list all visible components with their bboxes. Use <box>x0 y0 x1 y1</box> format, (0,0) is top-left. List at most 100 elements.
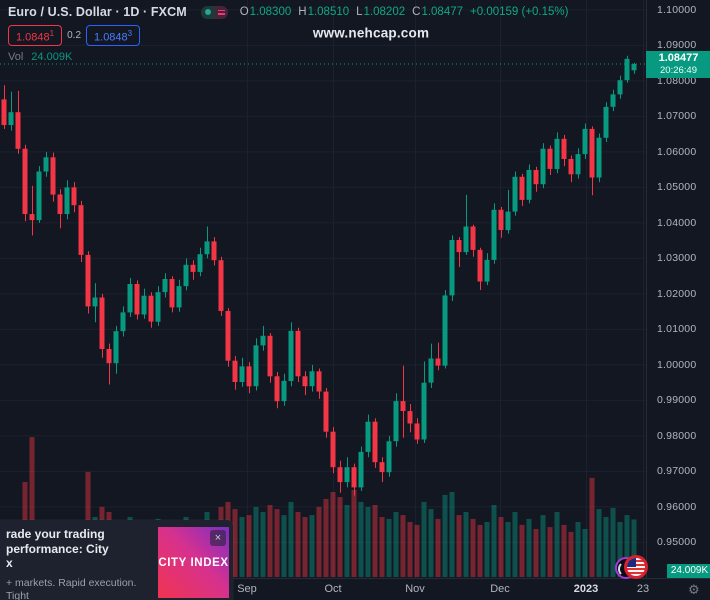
candle-body <box>253 345 259 387</box>
candle-body <box>435 358 441 366</box>
volume-bar <box>624 515 630 577</box>
volume-bar <box>589 477 595 577</box>
volume-bar <box>379 517 385 577</box>
price-axis-label: 1.07000 <box>657 110 697 123</box>
candle-body <box>610 94 616 107</box>
symbol-title[interactable]: Euro / U.S. Dollar · 1D · FXCM <box>8 5 187 19</box>
candle-body <box>484 259 490 282</box>
ad-logo[interactable]: CITY INDEX × <box>158 527 229 598</box>
ad-body: + markets. Rapid execution. Tight ads. I… <box>6 576 137 600</box>
volume-bar <box>274 509 280 577</box>
candle-body <box>36 171 42 221</box>
volume-bar <box>449 492 455 577</box>
volume-bar <box>484 522 490 577</box>
candle-body <box>575 154 581 175</box>
volume-bar <box>617 522 623 577</box>
volume-bar <box>316 506 322 577</box>
candle-body <box>624 58 630 81</box>
volume-bar <box>393 512 399 577</box>
volume-bar <box>582 529 588 577</box>
candle-body <box>99 297 105 349</box>
volume-bar <box>463 512 469 577</box>
candle-body <box>141 295 147 315</box>
price-axis[interactable]: 1.08477 20:26:49 24.009K 1.10000 1.09000 1… <box>646 0 710 578</box>
volume-bar <box>456 515 462 577</box>
ad-logo-text: CITY INDEX <box>158 556 229 569</box>
candle-body <box>155 292 161 322</box>
candle-body <box>498 209 504 230</box>
gear-icon[interactable]: ⚙ <box>688 582 700 597</box>
volume-bar <box>428 509 434 577</box>
candle-body <box>386 441 392 473</box>
candle-body <box>113 331 119 364</box>
candle-body <box>372 421 378 463</box>
volume-badge: 24.009K <box>667 564 710 578</box>
sell-price-button[interactable]: 1.08481 <box>8 24 63 47</box>
volume-bar <box>386 518 392 577</box>
price-axis-label: 1.01000 <box>657 323 697 336</box>
candle-body <box>162 279 168 293</box>
price-axis-label: 0.95000 <box>657 536 697 549</box>
price-axis-label: 1.00000 <box>657 358 697 371</box>
volume-bar <box>561 524 567 577</box>
candle-body <box>169 279 175 308</box>
us-flag-icon <box>624 555 648 579</box>
candle-body <box>120 312 126 332</box>
candle-body <box>316 371 322 392</box>
candle-body <box>239 366 245 382</box>
volume-bar <box>414 524 420 577</box>
volume-bar <box>246 515 252 577</box>
candle-body <box>22 148 28 214</box>
candle-body <box>582 128 588 155</box>
volume-bar <box>365 506 371 577</box>
volume-bar <box>421 501 427 577</box>
volume-bar <box>491 505 497 577</box>
volume-bar <box>351 489 357 577</box>
candle-body <box>127 284 133 313</box>
time-axis-label: 2023 <box>573 583 599 595</box>
eye-dot-icon <box>200 5 215 19</box>
legend-visibility-toggle[interactable] <box>200 5 228 19</box>
ad-text[interactable]: rade your trading performance: City x + … <box>6 527 152 600</box>
volume-bar <box>239 517 245 577</box>
candle-body <box>589 128 595 178</box>
candle-body <box>421 382 427 440</box>
candle-body <box>477 249 483 282</box>
candle-body <box>232 360 238 382</box>
candle-body <box>29 214 35 221</box>
ad-close-button[interactable]: × <box>210 530 226 546</box>
current-price-badge: 1.08477 20:26:49 <box>646 51 710 78</box>
volume-bar <box>344 505 350 577</box>
candle-body <box>547 148 553 169</box>
volume-bar <box>477 524 483 577</box>
pair-logo <box>615 555 648 581</box>
volume-bar <box>505 522 511 577</box>
candle-body <box>246 366 252 387</box>
candle-body <box>43 157 49 172</box>
volume-bar <box>603 517 609 577</box>
ad-title[interactable]: rade your trading performance: City x <box>6 527 109 570</box>
ad-panel[interactable]: rade your trading performance: City x + … <box>0 520 233 600</box>
volume-bar <box>232 509 238 577</box>
candle-body <box>617 80 623 95</box>
volume-bar <box>302 517 308 577</box>
volume-indicator-label[interactable]: Vol <box>8 51 24 63</box>
volume-bar <box>596 509 602 577</box>
price-axis-label: 1.10000 <box>657 3 697 16</box>
volume-bar <box>358 501 364 577</box>
volume-bar <box>442 494 448 577</box>
buy-price-button[interactable]: 1.08483 <box>86 24 141 47</box>
volume-bar <box>323 499 329 577</box>
candle-body <box>400 401 406 411</box>
open-label: O <box>239 6 249 18</box>
candle-body <box>456 240 462 253</box>
candlestick-chart[interactable] <box>0 0 646 578</box>
volume-bar <box>575 522 581 577</box>
candle-body <box>267 335 273 377</box>
volume-bar <box>407 522 413 577</box>
high-value: 1.08510 <box>307 6 350 18</box>
volume-bar <box>526 518 532 577</box>
volume-bar <box>554 512 560 577</box>
current-price: 1.08477 <box>658 52 699 64</box>
candle-body <box>78 205 84 255</box>
